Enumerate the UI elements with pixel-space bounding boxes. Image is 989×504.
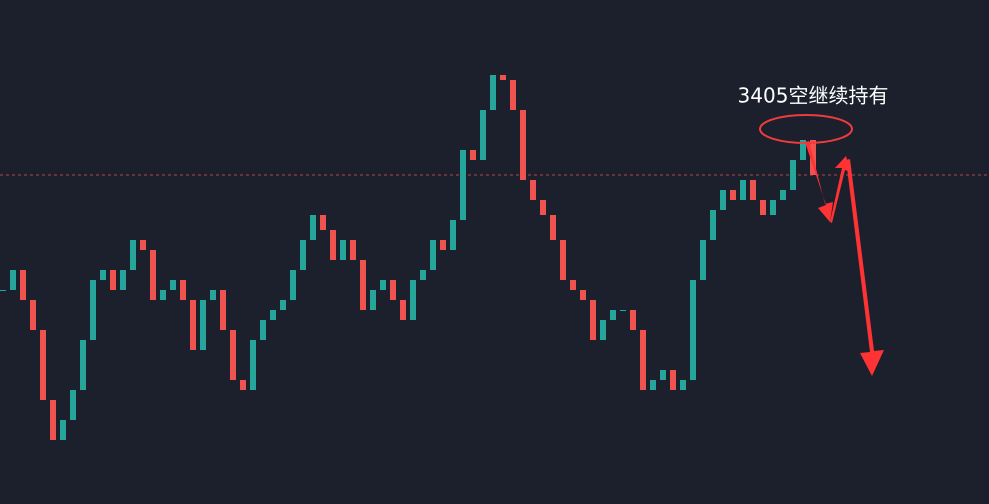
candle	[630, 310, 636, 330]
candle	[780, 190, 786, 200]
candle	[460, 150, 466, 220]
candle	[70, 390, 76, 420]
candle	[220, 290, 226, 330]
candle	[60, 420, 66, 440]
candle	[770, 200, 776, 215]
candle	[380, 280, 386, 290]
candle	[210, 290, 216, 300]
candle	[420, 270, 426, 280]
candle	[10, 270, 16, 290]
candle	[240, 380, 246, 390]
candle	[430, 240, 436, 270]
candle	[180, 280, 186, 300]
candles	[0, 75, 989, 440]
candle	[660, 370, 666, 380]
candle	[110, 270, 116, 290]
candle	[590, 300, 596, 340]
candle	[670, 370, 676, 390]
candle	[760, 200, 766, 215]
candle	[170, 280, 176, 290]
candle	[260, 320, 266, 340]
annotation: 3405空继续持有	[738, 84, 889, 108]
candle	[30, 300, 36, 330]
candle	[440, 240, 446, 250]
candle	[340, 240, 346, 260]
candle	[700, 240, 706, 280]
candle	[800, 140, 806, 160]
candle	[470, 150, 476, 160]
candle	[790, 160, 796, 190]
candle	[280, 300, 286, 310]
candle	[370, 290, 376, 310]
candle	[610, 310, 616, 320]
candle	[350, 240, 356, 260]
candle	[250, 340, 256, 390]
arrow	[805, 141, 833, 222]
candle	[510, 80, 516, 110]
candle	[100, 270, 106, 280]
candle	[0, 290, 6, 291]
candle	[500, 75, 506, 80]
candle	[390, 280, 396, 300]
candle	[300, 240, 306, 270]
candle	[650, 380, 656, 390]
candle	[320, 215, 326, 230]
candle	[640, 330, 646, 390]
arrow	[830, 156, 851, 223]
candle	[750, 180, 756, 200]
candle	[540, 200, 546, 215]
candle	[730, 190, 736, 200]
candle	[270, 310, 276, 320]
candle	[120, 270, 126, 290]
candle	[90, 280, 96, 340]
candle	[480, 110, 486, 160]
candle	[400, 300, 406, 320]
candle	[290, 270, 296, 300]
candle	[740, 180, 746, 200]
candle	[160, 290, 166, 300]
candle	[190, 300, 196, 350]
candle	[530, 180, 536, 200]
candle	[520, 110, 526, 180]
candle	[410, 280, 416, 320]
candle	[450, 220, 456, 250]
candle	[490, 75, 496, 110]
arrow	[846, 159, 884, 376]
candle	[620, 310, 626, 311]
candle	[130, 240, 136, 270]
candle	[680, 380, 686, 390]
candle	[140, 240, 146, 250]
candle	[600, 320, 606, 340]
candle	[310, 215, 316, 240]
candle	[230, 330, 236, 380]
candle	[720, 190, 726, 210]
candle	[710, 210, 716, 240]
candle	[40, 330, 46, 400]
candle	[200, 300, 206, 350]
candle	[550, 215, 556, 240]
candle	[580, 290, 586, 300]
candle	[690, 280, 696, 380]
candle	[150, 250, 156, 300]
candle	[50, 400, 56, 440]
candle	[20, 270, 26, 300]
candle	[560, 240, 566, 280]
candle	[360, 260, 366, 310]
candle	[330, 230, 336, 260]
candle	[80, 340, 86, 390]
candle	[570, 280, 576, 290]
